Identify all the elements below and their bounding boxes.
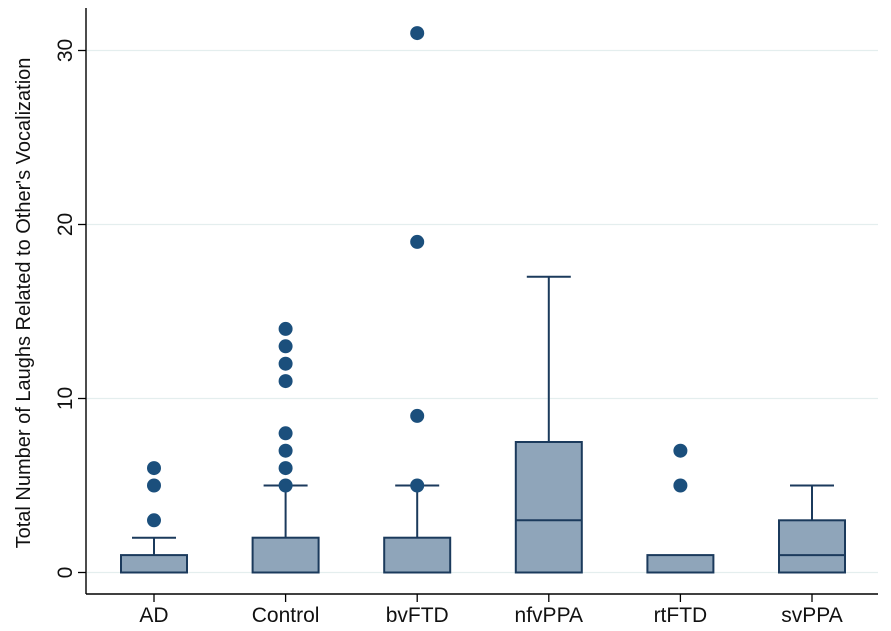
gridlines [87, 49, 878, 574]
x-tick-label-svppa: svPPA [781, 604, 842, 627]
outlier-point [410, 478, 425, 493]
box-control [251, 321, 320, 574]
outlier-point [278, 426, 293, 441]
outlier-point [278, 321, 293, 336]
outlier-point [410, 234, 425, 249]
x-tick-label-ad: AD [139, 604, 168, 627]
x-tick-label-bvftd: bvFTD [386, 604, 449, 627]
outlier-point [278, 374, 293, 389]
outlier-point [278, 339, 293, 354]
box-svppa [778, 484, 846, 574]
outlier-point [410, 408, 425, 423]
y-axis-title: Total Number of Laughs Related to Other'… [13, 58, 35, 549]
box-ad [120, 461, 188, 574]
y-tick-label: 0 [54, 567, 77, 579]
y-tick-label: 20 [54, 213, 77, 236]
outlier-point [410, 26, 425, 41]
box-iqr [778, 519, 846, 574]
boxes [120, 26, 846, 574]
box-iqr [120, 554, 188, 574]
box-iqr [646, 554, 715, 574]
box-iqr [383, 536, 452, 574]
box-nfvppa [514, 275, 583, 574]
outlier-point [673, 478, 688, 493]
x-tick-label-rtftd: rtFTD [654, 604, 708, 627]
y-tick-label: 10 [54, 387, 77, 410]
outlier-point [278, 356, 293, 371]
outlier-point [278, 461, 293, 476]
outlier-point [147, 513, 161, 528]
x-tick-label-control: Control [252, 604, 320, 627]
axes [78, 8, 878, 602]
outlier-point [278, 443, 293, 458]
outlier-point [278, 478, 293, 493]
x-tick-label-nfvppa: nfvPPA [515, 604, 583, 627]
box-rtftd [646, 443, 715, 574]
outlier-point [147, 461, 161, 476]
tick-labels: 0 10 20 30 AD Control bvFTD nfvPPA rtFTD svPPA [54, 39, 843, 627]
box-bvftd [383, 26, 452, 574]
outlier-point [673, 443, 688, 458]
y-tick-label: 30 [54, 39, 77, 62]
box-iqr [514, 441, 583, 574]
box-iqr [251, 536, 320, 574]
outlier-point [147, 478, 161, 493]
